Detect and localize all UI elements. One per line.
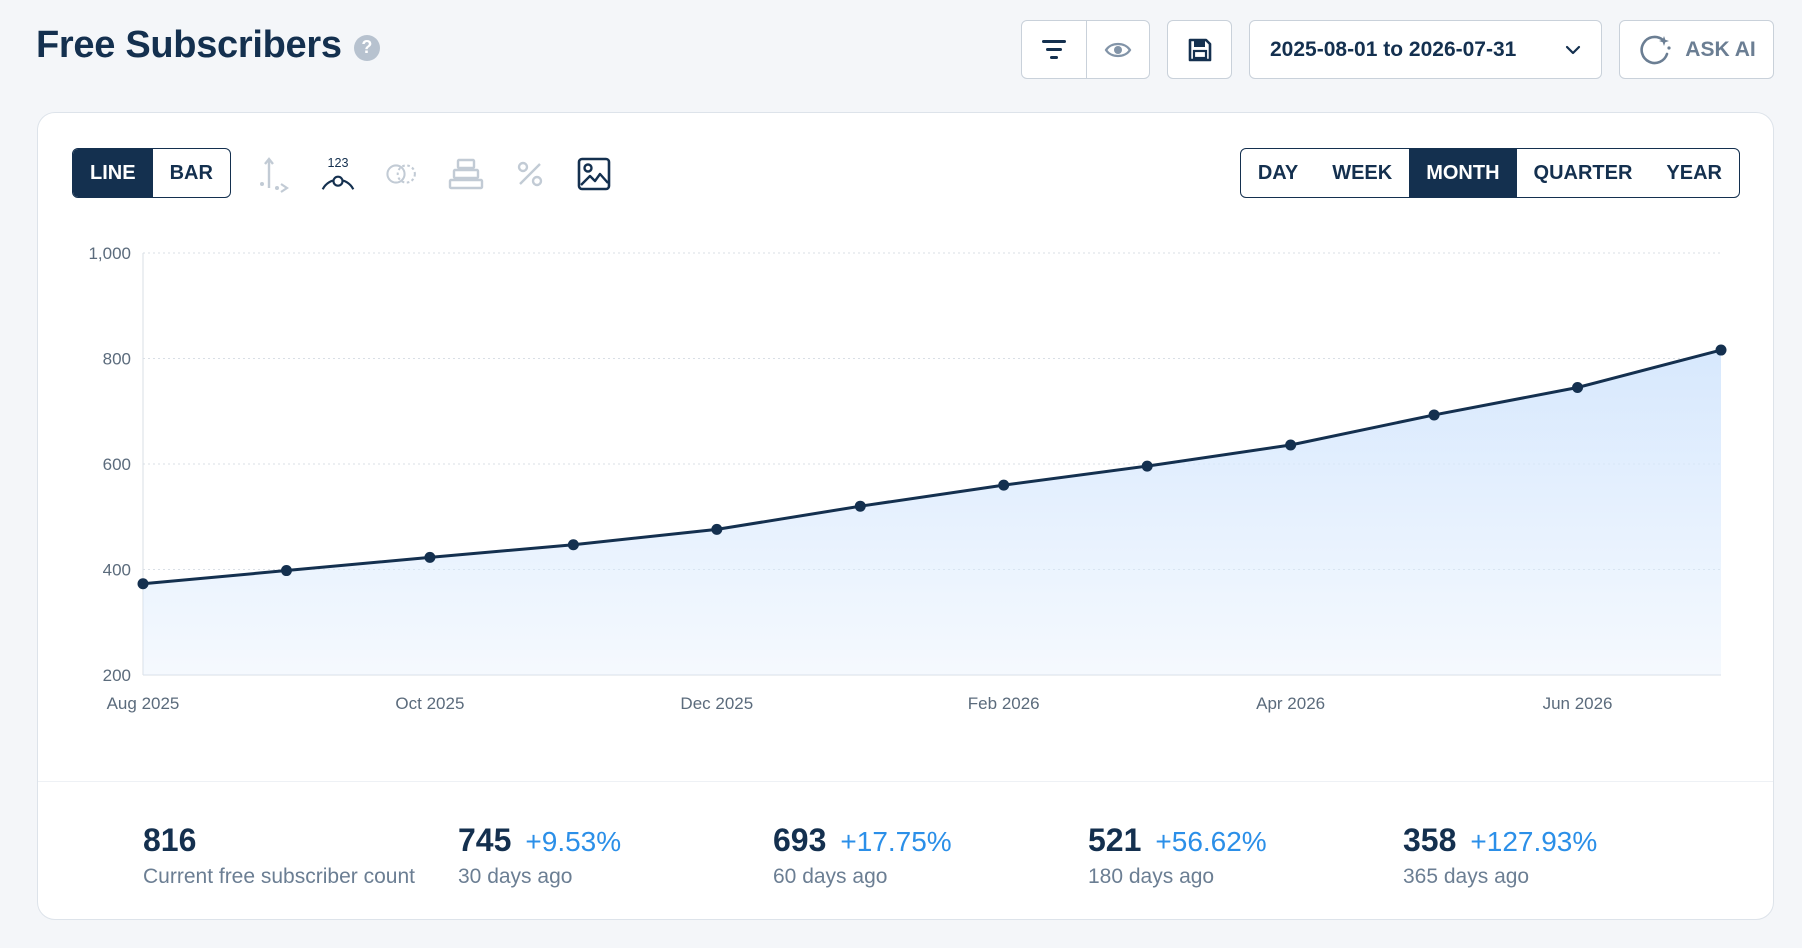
data-labels-text: 123 xyxy=(327,156,348,170)
data-labels-icon: 123 xyxy=(321,156,355,190)
y-tick-label: 400 xyxy=(103,561,131,580)
compare-button[interactable] xyxy=(384,152,420,196)
stat-label: 365 days ago xyxy=(1403,865,1530,888)
series-line xyxy=(142,348,1722,586)
stat-change: +56.62% xyxy=(1155,826,1267,857)
stat-value: 693 xyxy=(773,822,827,858)
axis-scale-icon xyxy=(260,157,289,193)
eye-icon xyxy=(1104,42,1132,57)
view-options-group xyxy=(1021,20,1150,79)
page-header: Free Subscribers ? 2025-08-01 to 2026-07… xyxy=(0,0,1802,110)
stack-icon xyxy=(448,158,484,190)
chart-tools: 123 xyxy=(256,149,612,199)
percent-icon xyxy=(517,161,543,187)
y-tick-label: 1,000 xyxy=(88,244,131,263)
stat-label: 180 days ago xyxy=(1088,865,1215,888)
save-icon xyxy=(1188,38,1211,61)
stat-60-days: 693 +17.75% 60 days ago xyxy=(773,822,952,889)
granularity-month[interactable]: MONTH xyxy=(1409,149,1517,197)
y-tick-label: 600 xyxy=(103,455,131,474)
axis-scale-button[interactable] xyxy=(256,152,292,196)
stat-value: 521 xyxy=(1088,822,1142,858)
x-tick-label: Dec 2025 xyxy=(680,694,753,713)
data-point xyxy=(711,523,723,535)
stat-change: +127.93% xyxy=(1470,826,1598,857)
compare-icon xyxy=(386,164,416,184)
stat-label: 60 days ago xyxy=(773,865,888,888)
save-button[interactable] xyxy=(1167,20,1232,79)
ai-sparkle-icon xyxy=(1640,35,1671,64)
data-point xyxy=(1428,409,1440,421)
subscribers-chart: 200 400 600 800 1,000 Aug 2025 Oct 2025 Dec 202… xyxy=(88,244,1727,713)
visibility-button[interactable] xyxy=(1085,21,1150,78)
x-tick-label: Jun 2026 xyxy=(1543,694,1613,713)
percent-button[interactable] xyxy=(512,152,548,196)
export-image-button[interactable] xyxy=(576,152,612,196)
stat-365-days: 358 +127.93% 365 days ago xyxy=(1403,822,1597,889)
granularity-week[interactable]: WEEK xyxy=(1332,161,1393,184)
chart-type-line[interactable]: LINE xyxy=(73,149,153,197)
page-title: Free Subscribers ? xyxy=(36,24,380,67)
stack-button[interactable] xyxy=(448,152,484,196)
ask-ai-button[interactable]: ASK AI xyxy=(1619,20,1774,79)
chart-area: 200 400 600 800 1,000 Aug 2025 Oct 2025 Dec 202… xyxy=(38,223,1773,843)
data-point xyxy=(1715,344,1727,356)
chart-card: LINE BAR 123 xyxy=(37,112,1774,920)
stat-label: 30 days ago xyxy=(458,865,573,888)
data-point xyxy=(280,565,292,577)
stat-value: 745 xyxy=(458,822,512,858)
date-range-value: 2025-08-01 to 2026-07-31 xyxy=(1270,37,1517,61)
page-title-text: Free Subscribers xyxy=(36,24,342,66)
stat-change: +9.53% xyxy=(525,826,622,857)
stat-change: +17.75% xyxy=(840,826,952,857)
image-export-icon xyxy=(577,157,611,191)
data-point xyxy=(137,578,149,590)
data-labels-button[interactable]: 123 xyxy=(320,152,356,196)
data-point xyxy=(424,551,436,563)
x-tick-label: Feb 2026 xyxy=(968,694,1040,713)
x-tick-label: Apr 2026 xyxy=(1256,694,1325,713)
question-circle-icon[interactable]: ? xyxy=(353,34,380,61)
stats-row: 816 Current free subscriber count 745 +9… xyxy=(38,781,1773,921)
y-tick-label: 800 xyxy=(103,350,131,369)
granularity-toggle: DAY WEEK MONTH QUARTER YEAR xyxy=(1239,148,1740,198)
y-tick-label: 200 xyxy=(103,666,131,685)
stat-current: 816 Current free subscriber count xyxy=(143,822,415,889)
chevron-down-icon xyxy=(1565,45,1581,54)
stat-value: 816 xyxy=(143,822,197,858)
stat-value: 358 xyxy=(1403,822,1457,858)
data-point xyxy=(1285,439,1297,451)
series-area xyxy=(143,350,1721,675)
data-point xyxy=(1572,382,1584,394)
data-point xyxy=(567,539,579,551)
stat-180-days: 521 +56.62% 180 days ago xyxy=(1088,822,1267,889)
granularity-day[interactable]: DAY xyxy=(1257,161,1299,184)
chart-type-toggle: LINE BAR xyxy=(72,148,231,198)
stat-label: Current free subscriber count xyxy=(143,865,415,888)
ask-ai-label: ASK AI xyxy=(1685,37,1756,61)
chart-type-bar[interactable]: BAR xyxy=(169,161,213,184)
granularity-year[interactable]: YEAR xyxy=(1666,161,1722,184)
granularity-quarter[interactable]: QUARTER xyxy=(1533,161,1633,184)
stat-30-days: 745 +9.53% 30 days ago xyxy=(458,822,621,889)
data-point xyxy=(854,500,866,512)
x-tick-label: Aug 2025 xyxy=(107,694,180,713)
date-range-picker[interactable]: 2025-08-01 to 2026-07-31 xyxy=(1249,20,1602,79)
x-tick-label: Oct 2025 xyxy=(395,694,464,713)
data-point xyxy=(998,479,1010,491)
filter-icon xyxy=(1041,39,1066,59)
filter-button[interactable] xyxy=(1022,21,1086,78)
data-point xyxy=(1141,460,1153,472)
